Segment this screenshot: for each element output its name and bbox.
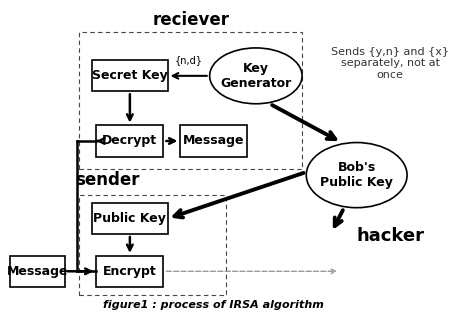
- Text: hacker: hacker: [356, 227, 424, 244]
- Text: Key
Generator: Key Generator: [220, 62, 291, 90]
- Text: reciever: reciever: [152, 11, 229, 29]
- FancyBboxPatch shape: [92, 203, 167, 234]
- Text: Message: Message: [7, 265, 68, 278]
- Text: sender: sender: [75, 171, 140, 189]
- FancyBboxPatch shape: [10, 256, 65, 287]
- Text: {n,d}: {n,d}: [174, 55, 202, 65]
- Text: Encrypt: Encrypt: [103, 265, 157, 278]
- Text: Message: Message: [183, 135, 244, 147]
- FancyBboxPatch shape: [92, 60, 167, 91]
- Text: Sends {y,n} and {x}
separately, not at
once: Sends {y,n} and {x} separately, not at o…: [330, 47, 448, 80]
- Ellipse shape: [209, 48, 301, 104]
- FancyBboxPatch shape: [96, 256, 163, 287]
- FancyBboxPatch shape: [180, 126, 247, 156]
- Text: Secret Key: Secret Key: [92, 69, 167, 82]
- Text: Bob's
Public Key: Bob's Public Key: [319, 161, 392, 189]
- Ellipse shape: [306, 142, 406, 208]
- Text: figure1 : process of IRSA algorithm: figure1 : process of IRSA algorithm: [103, 300, 324, 310]
- Text: Decrypt: Decrypt: [102, 135, 157, 147]
- Text: Public Key: Public Key: [93, 212, 166, 225]
- FancyBboxPatch shape: [96, 126, 163, 156]
